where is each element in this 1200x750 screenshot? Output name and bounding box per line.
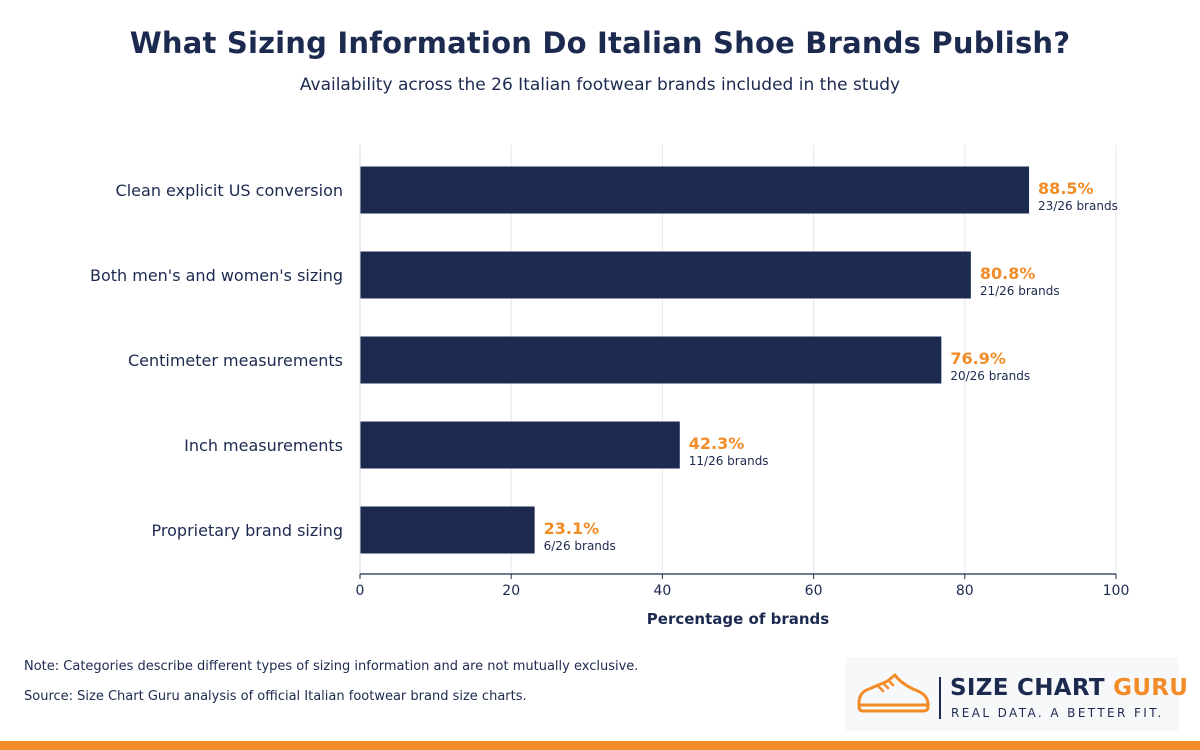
logo-word-primary: SIZE CHART [950, 675, 1105, 701]
x-tick-label: 40 [653, 583, 671, 599]
chart-subtitle: Availability across the 26 Italian footw… [299, 75, 901, 95]
x-tick-label: 20 [502, 583, 520, 599]
category-label: Clean explicit US conversion [116, 181, 343, 200]
count-label: 11/26 brands [689, 454, 769, 468]
count-label: 20/26 brands [950, 369, 1030, 383]
chart-title: What Sizing Information Do Italian Shoe … [129, 26, 1071, 60]
category-label: Inch measurements [184, 436, 343, 455]
x-axis-title: Percentage of brands [647, 610, 829, 628]
bar [360, 251, 971, 299]
value-label: 88.5% [1038, 179, 1094, 198]
bar [360, 166, 1030, 214]
logo-wordmark: SIZE CHART GURU [950, 675, 1188, 701]
category-label: Centimeter measurements [128, 351, 343, 370]
category-label: Both men's and women's sizing [90, 266, 343, 285]
logo-tagline: REAL DATA. A BETTER FIT. [951, 706, 1164, 720]
value-label: 76.9% [950, 349, 1006, 368]
value-label: 42.3% [689, 434, 745, 453]
x-tick-label: 80 [956, 583, 974, 599]
x-tick-label: 100 [1103, 583, 1130, 599]
bar-chart: Clean explicit US conversion 88.5%23/26 b… [90, 145, 1130, 628]
x-tick-label: 60 [805, 583, 823, 599]
source-note: Source: Size Chart Guru analysis of offi… [24, 689, 527, 704]
count-label: 23/26 brands [1038, 199, 1118, 213]
logo-divider [939, 677, 941, 719]
value-label: 23.1% [544, 519, 600, 538]
bar [360, 336, 942, 384]
count-label: 21/26 brands [980, 284, 1060, 298]
bar [360, 421, 680, 469]
brand-logo: SIZE CHART GURU REAL DATA. A BETTER FIT. [845, 657, 1188, 731]
footnote: Note: Categories describe different type… [24, 659, 639, 674]
category-label: Proprietary brand sizing [152, 521, 343, 540]
x-tick-label: 0 [356, 583, 365, 599]
count-label: 6/26 brands [544, 539, 616, 553]
accent-bar [0, 741, 1200, 750]
value-label: 80.8% [980, 264, 1036, 283]
bar [360, 506, 535, 554]
logo-word-accent: GURU [1113, 675, 1189, 701]
sneaker-icon [855, 673, 931, 723]
